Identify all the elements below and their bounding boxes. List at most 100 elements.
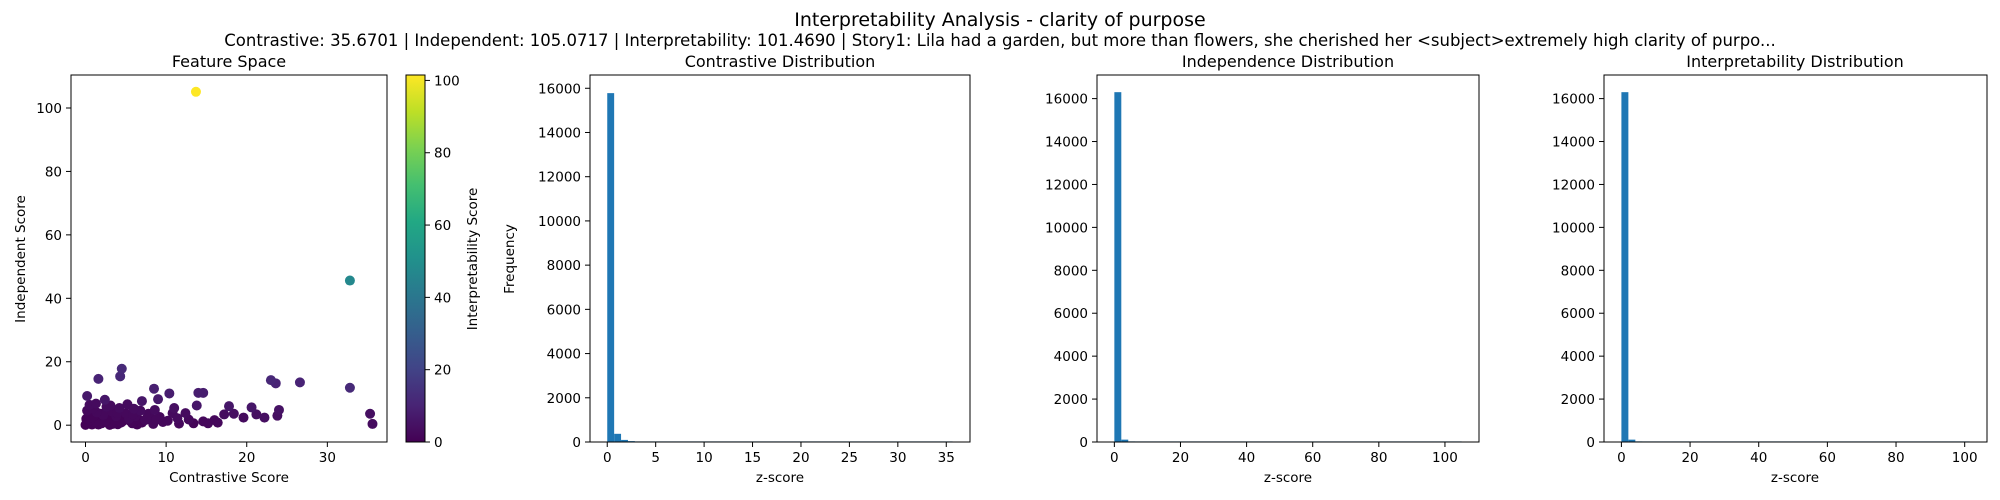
x-tick-label: 100 [1952,450,1978,466]
axes-frame [1603,74,1988,443]
scatter-point [141,413,152,424]
y-tick-label: 60 [45,228,62,244]
x-tick-label: 35 [938,450,955,466]
x-axis-ticks: 0 20 40 60 80 100 [1617,442,1978,466]
scatter-point [273,404,284,415]
scatter-point [149,383,160,394]
scatter-point [198,416,209,427]
y-tick-label: 10000 [538,214,581,230]
y-tick-label: 0 [53,418,62,434]
colorbar-tick-label: 0 [434,435,443,451]
scatter-point [365,408,376,419]
scatter-point [116,363,127,374]
panel-title-feature-space: Feature Space [172,52,286,71]
colorbar-tick-label: 60 [434,218,451,234]
y-tick-label: 12000 [538,170,581,186]
y-tick-label: 14000 [1552,135,1595,151]
scatter-point [251,409,262,420]
x-tick-label: 0 [603,450,612,466]
scatter-point [190,86,201,97]
interpretability-bars [1621,92,1970,443]
scatter-point [238,412,249,423]
x-axis-label: Contrastive Score [169,470,289,486]
x-axis-label: z-score [756,470,804,486]
y-tick-label: 10000 [1045,220,1088,236]
x-tick-label: 60 [1304,450,1321,466]
panel-title-independence: Independence Distribution [1182,52,1394,71]
histogram-bar [1621,92,1629,443]
colorbar: 0 20 40 60 80 100 Interpretability Score [405,73,481,451]
scatter-point [164,388,175,399]
scatter-point [172,413,183,424]
histogram-bar [607,93,615,443]
x-tick-label: 100 [1432,450,1458,466]
axes-frame [1096,74,1480,443]
figure-subtitle: Contrastive: 35.6701 | Independent: 105.… [224,31,1775,50]
x-axis-ticks: 0 5 10 15 20 25 30 35 [603,442,955,466]
y-axis-ticks: 0 2000 4000 6000 8000 10000 12000 14000 16000 [538,81,590,451]
y-tick-label: 0 [1079,435,1088,451]
y-tick-label: 12000 [1552,177,1595,193]
panel-title-contrastive: Contrastive Distribution [685,52,876,71]
y-tick-label: 12000 [1045,177,1088,193]
y-tick-label: 20 [45,355,62,371]
x-tick-label: 20 [1681,450,1698,466]
scatter-point [219,409,230,420]
y-tick-label: 14000 [1045,135,1088,151]
colorbar-ticks: 0 20 40 60 80 100 [425,73,460,451]
scatter-point [180,408,191,419]
x-axis-ticks: 0 20 40 60 80 100 [1110,442,1458,466]
scatter-points [80,86,378,430]
x-axis-label: z-score [1264,470,1312,486]
y-tick-label: 10000 [1552,220,1595,236]
scatter-point [114,403,125,414]
scatter-point [191,400,202,411]
x-axis-ticks: 0 10 20 30 [81,442,336,466]
x-tick-label: 0 [81,450,90,466]
histogram-bar [1628,439,1636,442]
scatter-point [153,394,164,405]
scatter-point [115,371,126,382]
colorbar-gradient [405,74,426,443]
x-tick-label: 5 [651,450,660,466]
colorbar-tick-label: 100 [434,73,460,89]
contrastive-bars [607,93,953,443]
contrastive-panel: Contrastive Distribution 0 5 10 15 20 25 30 35 … [502,52,971,486]
colorbar-tick-label: 40 [434,290,451,306]
scatter-point [162,415,173,426]
y-axis-ticks: 0 2000 4000 6000 8000 10000 12000 14000 16000 [1045,92,1097,451]
y-tick-label: 6000 [1054,306,1088,322]
colorbar-tick-label: 80 [434,146,451,162]
y-tick-label: 6000 [1561,306,1595,322]
y-tick-label: 16000 [1552,92,1595,108]
scatter-point [212,417,223,428]
scatter-point [169,403,180,414]
axes-frame [70,74,388,443]
scatter-point [344,275,355,286]
scatter-point [246,402,257,413]
scatter-point [93,373,104,384]
y-tick-label: 14000 [538,125,581,141]
x-tick-label: 20 [1172,450,1189,466]
y-axis-label: Frequency [502,224,518,294]
scatter-point [344,382,355,393]
panel-title-interpretability: Interpretability Distribution [1686,52,1904,71]
x-tick-label: 20 [792,450,809,466]
scatter-point [265,375,276,386]
figure-title: Interpretability Analysis - clarity of p… [794,9,1205,31]
x-axis-label: z-score [1771,470,1819,486]
y-tick-label: 2000 [547,391,581,407]
scatter-point [136,396,147,407]
scatter-point [198,387,209,398]
y-tick-label: 0 [1586,435,1595,451]
x-tick-label: 40 [1238,450,1255,466]
scatter-point [99,394,110,405]
y-axis-label: Independent Score [13,195,29,323]
y-tick-label: 4000 [1054,349,1088,365]
x-tick-label: 0 [1110,450,1119,466]
scatter-point [228,408,239,419]
interpretability-panel: Interpretability Distribution 0 20 40 60 80 1… [1552,52,1988,486]
y-tick-label: 80 [45,164,62,180]
x-tick-label: 60 [1819,450,1836,466]
